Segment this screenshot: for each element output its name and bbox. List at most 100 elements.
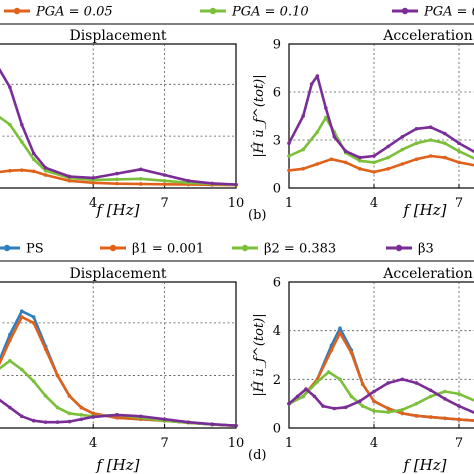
data-point: [428, 154, 433, 158]
data-point: [329, 157, 334, 161]
data-point: [301, 147, 305, 152]
data-point: [428, 394, 433, 399]
data-point: [91, 176, 95, 180]
data-point: [234, 182, 238, 187]
data-point: [67, 179, 72, 183]
data-point: [287, 168, 291, 173]
series-line: [0, 315, 237, 427]
plot-frame: [288, 281, 474, 429]
data-point: [400, 407, 405, 412]
y-tick-label: 6: [273, 86, 281, 101]
data-point: [20, 168, 24, 172]
data-point: [332, 406, 337, 411]
legend-marker: [395, 244, 403, 252]
panel-title: Displacement: [69, 28, 166, 44]
x-axis-label: f [Hz]: [95, 201, 139, 219]
data-point: [372, 170, 376, 174]
legend-marker: [401, 7, 409, 15]
data-point: [287, 141, 291, 145]
legend-label: β1 = 0.001: [132, 242, 204, 257]
data-point: [67, 394, 72, 398]
legend-marker: [13, 7, 21, 15]
legend-marker: [209, 7, 217, 15]
data-point: [301, 394, 305, 399]
data-point: [8, 359, 12, 363]
data-point: [91, 415, 95, 419]
data-point: [162, 173, 167, 177]
data-point: [139, 176, 143, 181]
data-point: [162, 182, 167, 187]
data-point: [115, 171, 119, 176]
series-line: [288, 331, 474, 422]
data-point: [295, 394, 300, 399]
data-point: [457, 149, 461, 153]
legend-marker: [3, 244, 11, 252]
y-axis-label: |Ĥ ü_f^(tot)|: [251, 74, 267, 157]
data-point: [43, 166, 48, 170]
data-point: [20, 367, 24, 372]
x-tick-label: 1: [285, 196, 293, 211]
data-point: [443, 141, 447, 145]
data-point: [315, 379, 320, 384]
data-point: [115, 413, 119, 417]
data-point: [43, 347, 48, 351]
data-point: [55, 373, 60, 378]
data-point: [115, 181, 119, 186]
data-point: [428, 138, 433, 142]
x-tick-label: 7: [160, 436, 168, 451]
panel-top-left-displacement: 4 7 10 Displacement f [Hz]: [0, 28, 244, 219]
data-point: [386, 155, 390, 160]
data-point: [115, 177, 119, 182]
data-point: [139, 167, 143, 172]
data-point: [67, 174, 72, 179]
data-point: [43, 168, 48, 173]
data-point: [372, 389, 376, 394]
data-point: [8, 168, 12, 173]
data-point: [443, 416, 447, 421]
x-tick-label: 7: [455, 436, 463, 451]
data-point: [79, 417, 84, 422]
data-point: [287, 154, 291, 158]
data-point: [358, 167, 362, 171]
data-point: [31, 151, 36, 156]
data-point: [43, 394, 48, 398]
data-point: [338, 331, 342, 335]
data-point: [31, 418, 36, 423]
data-point: [139, 182, 143, 186]
data-point: [312, 394, 317, 399]
data-point: [20, 140, 24, 144]
data-point: [414, 127, 419, 131]
x-axis-label: f [Hz]: [402, 201, 446, 219]
x-tick-label: 7: [160, 196, 168, 211]
data-point: [386, 381, 390, 385]
y-tick-label: 9: [273, 38, 281, 53]
data-point: [324, 115, 328, 120]
data-point: [31, 157, 36, 161]
x-tick-label: 1: [285, 436, 293, 451]
data-point: [315, 162, 320, 166]
data-point: [414, 381, 419, 385]
legend-label: β2 = 0.383: [264, 242, 336, 257]
data-point: [360, 404, 365, 408]
data-point: [400, 135, 405, 139]
data-point: [338, 377, 342, 382]
data-point: [43, 173, 48, 177]
data-point: [457, 392, 461, 396]
x-tick-label: 10: [228, 196, 245, 211]
data-point: [43, 420, 48, 424]
legend-top: PGA = 0.05 PGA = 0.10 PGA = 0.15: [0, 5, 474, 25]
data-point: [428, 125, 433, 129]
data-point: [55, 405, 60, 410]
data-point: [343, 149, 348, 153]
y-tick-label: 6: [273, 276, 281, 291]
data-point: [428, 388, 433, 393]
plot-frame: [288, 43, 474, 189]
data-point: [372, 409, 376, 413]
x-tick-label: 4: [370, 196, 378, 211]
panel-bottom-left-displacement: 4 7 10 Displacement f [Hz]: [0, 266, 244, 474]
panel-letter-b: (b): [248, 208, 266, 223]
y-tick-label: 4: [273, 324, 281, 339]
legend-label: PGA = 0.05: [35, 5, 113, 20]
data-point: [443, 389, 447, 394]
